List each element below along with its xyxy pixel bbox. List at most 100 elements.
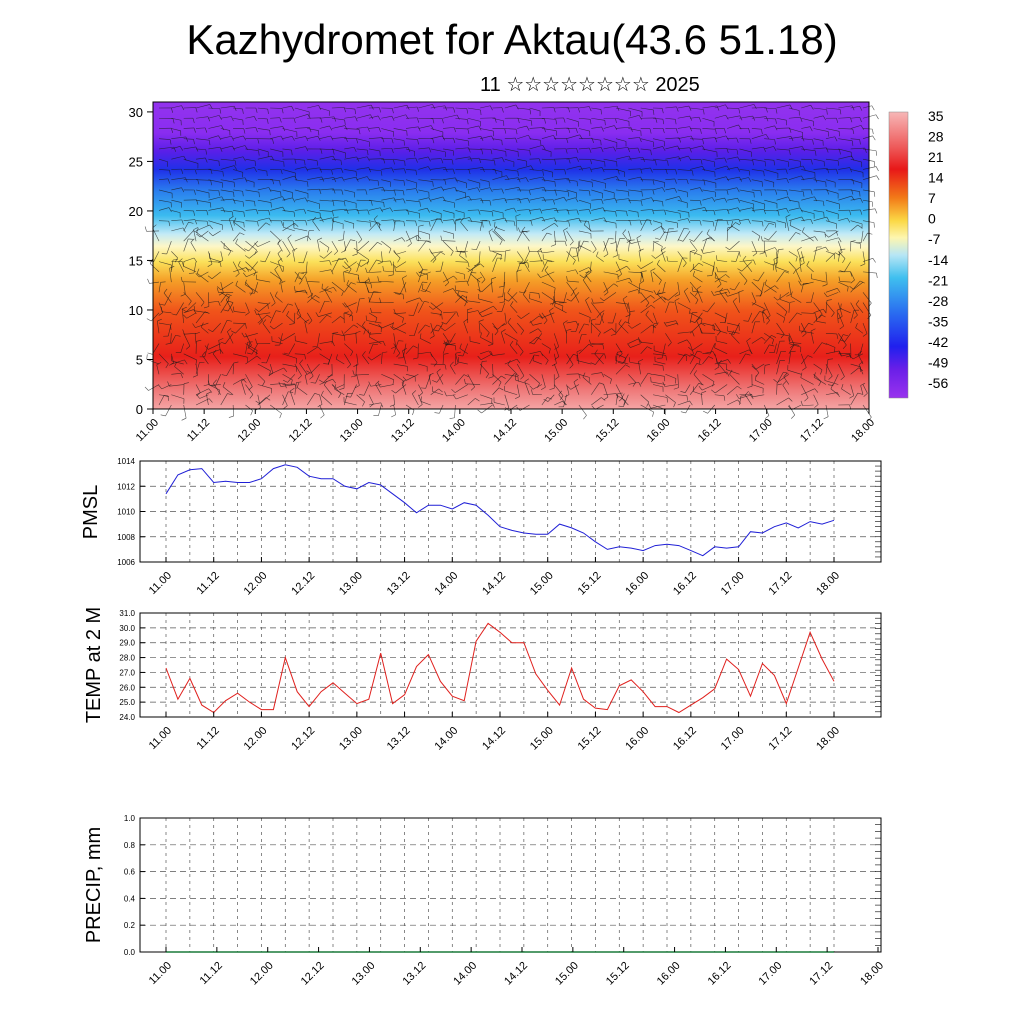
wind-barb-flag — [543, 127, 546, 133]
wind-barb-flag — [429, 335, 435, 339]
wind-barb-flag — [860, 382, 866, 386]
wind-barb-flag — [257, 221, 259, 227]
wind-barb-flag — [876, 272, 878, 279]
wind-barb — [161, 384, 172, 390]
wind-barb-flag — [863, 393, 868, 397]
wind-barb-flag — [737, 399, 742, 404]
wind-barb — [714, 114, 726, 119]
x-tick-label: 15.00 — [528, 570, 556, 598]
wind-barb-flag — [810, 105, 814, 110]
wind-barb-flag — [419, 333, 422, 339]
wind-barb — [405, 297, 420, 303]
wind-barb-flag — [235, 280, 238, 286]
wind-barb — [368, 220, 380, 224]
x-tick-label: 12.00 — [248, 960, 276, 988]
wind-barb-flag — [540, 386, 546, 390]
wind-barb-flag — [305, 372, 310, 376]
wind-barb — [215, 374, 222, 387]
wind-barb-flag — [358, 239, 363, 244]
wind-barb — [591, 372, 602, 375]
wind-barb-flag — [351, 316, 354, 322]
wind-barb — [603, 158, 617, 162]
wind-barb-flag — [554, 222, 559, 227]
wind-barb — [764, 125, 775, 129]
wind-barb-flag — [703, 180, 706, 186]
cross-section-x-axis: 11.00 11.12 12.00 12.12 13.00 13.12 14.00 14.12… — [134, 409, 877, 445]
wind-barb — [206, 394, 209, 406]
wind-barb-flag — [638, 115, 642, 120]
wind-barb-flag — [228, 300, 234, 303]
wind-barb — [813, 376, 827, 385]
wind-barb — [480, 187, 491, 191]
wind-barb — [171, 219, 182, 221]
wind-barb-flag — [455, 345, 457, 351]
wind-barb-flag — [452, 394, 457, 400]
wind-barb — [591, 126, 602, 129]
wind-barb — [171, 359, 185, 365]
wind-barb-flag — [287, 234, 292, 239]
wind-barb — [455, 195, 469, 201]
wind-barb-flag — [699, 187, 703, 193]
wind-barb — [529, 374, 540, 384]
wind-barb-flag — [444, 391, 447, 397]
wind-barb-flag — [771, 335, 777, 338]
wind-barb — [307, 128, 319, 131]
wind-barb — [529, 127, 545, 129]
wind-barb-flag — [653, 241, 659, 243]
wind-barb-flag — [608, 238, 614, 240]
wind-barb — [652, 373, 665, 377]
wind-barb-flag — [389, 207, 393, 213]
wind-barb-flag — [207, 116, 211, 122]
wind-barb — [504, 373, 515, 385]
wind-barb-flag — [826, 109, 828, 115]
colorbar-label: 14 — [928, 170, 944, 186]
wind-barb — [232, 404, 234, 417]
wind-barb-flag — [837, 288, 841, 293]
wind-barb — [294, 158, 305, 161]
wind-barb — [622, 233, 629, 242]
wind-barb — [196, 127, 206, 129]
wind-barb — [603, 138, 617, 143]
wind-barb-flag — [851, 155, 855, 161]
wind-barb — [776, 251, 778, 264]
wind-barb-flag — [647, 346, 652, 350]
wind-barb-flag — [675, 169, 678, 175]
wind-barb — [442, 240, 454, 252]
wind-barb — [628, 338, 639, 344]
wind-barb-flag — [698, 262, 704, 266]
wind-barb — [825, 271, 828, 285]
wind-barb — [813, 247, 818, 262]
wind-barb-flag — [453, 219, 456, 225]
wind-barb-flag — [254, 167, 257, 172]
wind-barb — [582, 376, 592, 385]
wind-barb-flag — [650, 304, 656, 309]
wind-barb — [183, 238, 189, 252]
wind-barb-flag — [575, 128, 578, 134]
wind-barb-flag — [468, 169, 471, 175]
wind-barb — [813, 107, 827, 110]
wind-barb — [665, 137, 680, 140]
wind-barb-flag — [226, 295, 231, 300]
wind-barb — [249, 251, 258, 259]
wind-barb — [615, 169, 625, 173]
wind-barb — [862, 175, 877, 180]
wind-barb-flag — [875, 114, 879, 120]
wind-barb — [368, 169, 382, 172]
wind-barb — [652, 363, 664, 366]
wind-barb — [653, 117, 663, 120]
wind-barb-flag — [332, 211, 334, 217]
wind-barb-flag — [419, 201, 421, 207]
wind-barb — [566, 147, 577, 150]
wind-barb — [689, 240, 698, 251]
x-tick-label: 12.12 — [289, 570, 317, 598]
wind-barb — [776, 312, 785, 319]
wind-barb-flag — [800, 372, 803, 378]
wind-barb-flag — [686, 179, 689, 185]
wind-barb — [195, 104, 210, 109]
wind-barb — [763, 344, 770, 354]
wind-barb — [558, 394, 567, 406]
wind-barb — [691, 343, 703, 351]
wind-barb — [578, 344, 590, 355]
wind-barb-flag — [793, 269, 797, 274]
